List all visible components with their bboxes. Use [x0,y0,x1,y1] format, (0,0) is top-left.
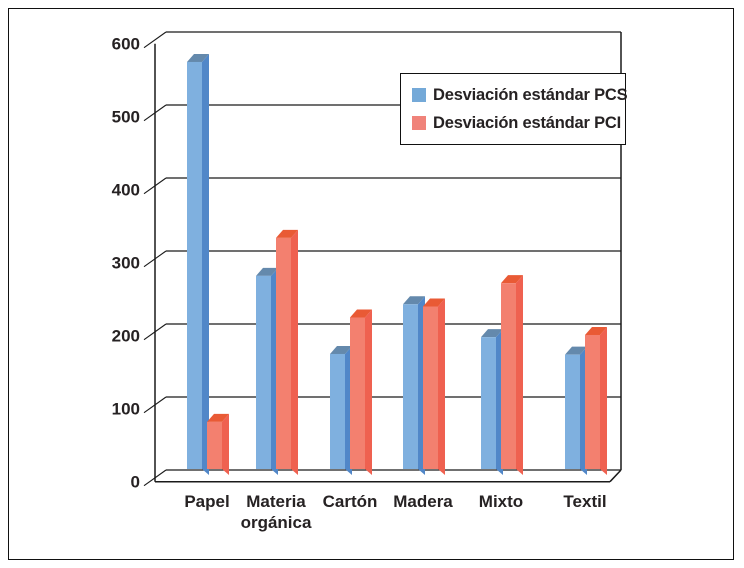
floor-corner-line [609,469,622,483]
ytick-label-300: 300 [112,254,140,273]
category-label-carton: Cartón [323,492,378,511]
category-label-madera: Madera [393,492,453,511]
ytick-label-500: 500 [112,108,140,127]
ytick-label-600: 600 [112,35,140,54]
bar-mixto-pcs [481,329,503,475]
legend: Desviación estándar PCS Desviación están… [400,73,628,145]
legend-item-pci: Desviación estándar PCI [412,114,625,133]
legend-item-pcs: Desviación estándar PCS [412,85,628,105]
ytick-label-400: 400 [112,181,140,200]
ytick-label-200: 200 [112,327,140,346]
bar-materia-organica-pcs [256,267,278,475]
bar-papel-pci [207,413,229,475]
bar-papel-pcs [187,53,209,475]
ytick-label-100: 100 [112,400,140,419]
ytick-mark-600 [143,31,167,49]
category-label-materia-organica-line2: orgánica [241,513,312,532]
bar-textil-pcs [565,346,587,475]
legend-label-pcs: Desviación estándar PCS [433,85,628,104]
category-label-materia-organica: Materia [246,492,306,511]
category-label-papel: Papel [184,492,229,511]
bar-carton-pci [350,309,372,475]
legend-swatch-pcs-icon [412,88,426,102]
legend-label-pci: Desviación estándar PCI [433,113,621,132]
legend-swatch-pci-icon [412,116,426,130]
bar-textil-pci [585,326,607,475]
bar-materia-organica-pci [276,229,298,475]
category-label-mixto: Mixto [479,492,523,511]
category-label-textil: Textil [563,492,606,511]
ytick-label-0: 0 [131,473,140,492]
bar-carton-pcs [330,345,352,475]
bar-madera-pci [423,298,445,475]
bar-mixto-pci [501,275,523,475]
bar-madera-pcs [403,296,425,475]
